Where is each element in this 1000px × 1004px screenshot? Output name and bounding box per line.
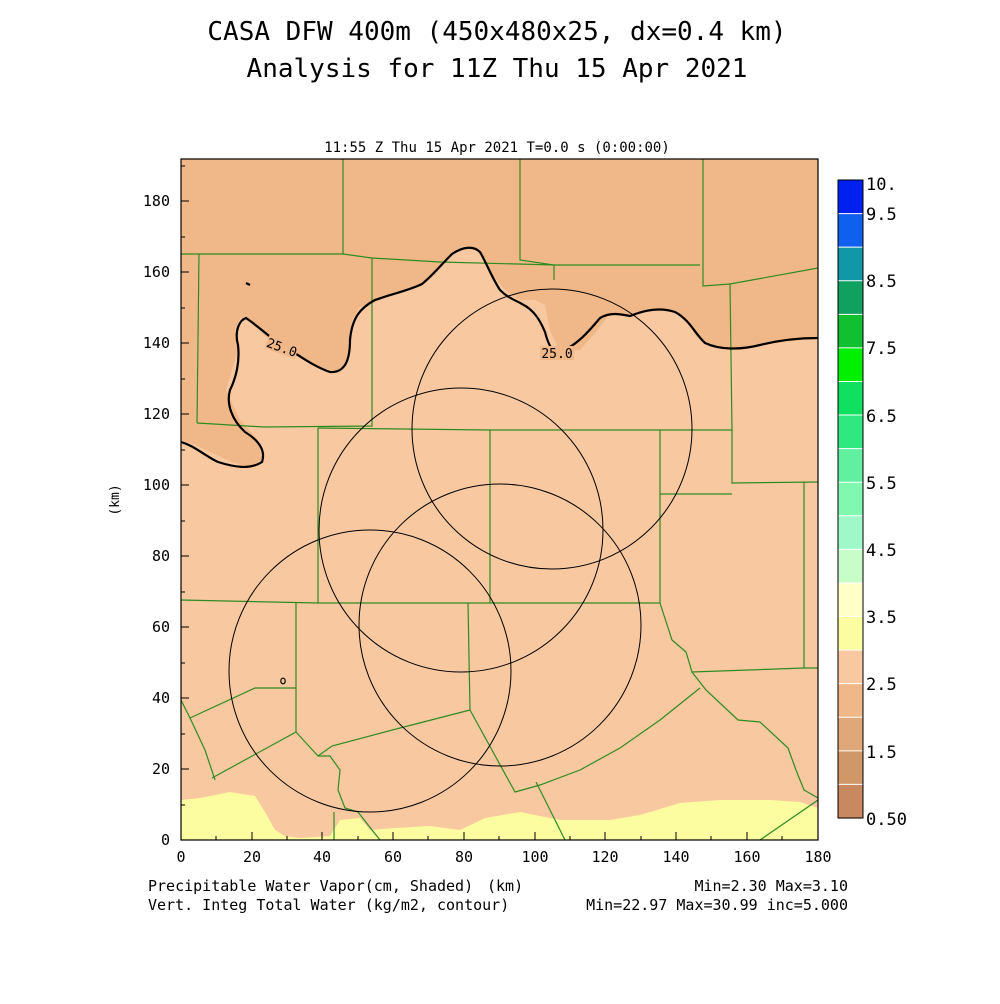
title-line-2: Analysis for 11Z Thu 15 Apr 2021	[247, 54, 748, 84]
radar-ring-4	[228, 529, 512, 813]
county-boundaries	[181, 159, 818, 840]
colorbar-swatch	[838, 750, 863, 786]
x-tick-label: 180	[804, 848, 831, 866]
y-tick-label: 160	[143, 263, 170, 281]
y-tick-label: 40	[152, 689, 170, 707]
map-area: 25.0 25.0	[181, 159, 818, 840]
y-tick-label: 20	[152, 760, 170, 778]
colorbar-swatches	[838, 180, 863, 819]
colorbar-swatch	[838, 582, 863, 618]
axis-ticks	[180, 165, 819, 841]
y-tick-label: 60	[152, 618, 170, 636]
colorbar-swatch	[838, 448, 863, 483]
contour-label-2: 25.0	[541, 347, 572, 362]
y-tick-label: 140	[143, 334, 170, 352]
twater-contours	[181, 246, 818, 685]
contour-25-north	[181, 246, 818, 468]
colorbar-swatch	[838, 616, 863, 651]
colorbar-label: 9.5	[866, 205, 897, 225]
y-tick-label: 80	[152, 547, 170, 565]
contour-field-label: Vert. Integ Total Water (kg/m2, contour)	[148, 896, 509, 914]
shaded-minmax: Min=2.30 Max=3.10	[694, 877, 848, 895]
colorbar-swatch	[838, 683, 863, 718]
colorbar-labels: 10. 9.5 8.5 7.5 6.5 5.5 4.5 3.5 2.5 1.5 …	[866, 175, 907, 830]
x-tick-label: 100	[521, 848, 548, 866]
colorbar-swatch	[838, 314, 863, 349]
x-tick-label: 120	[591, 848, 618, 866]
y-tick-label: 120	[143, 405, 170, 423]
x-tick-labels: 0 20 40 60 80 100 120 140 160 180	[176, 848, 831, 866]
colorbar-label: 10.	[866, 175, 897, 195]
x-axis-unit: (km)	[487, 877, 523, 895]
x-tick-label: 140	[662, 848, 689, 866]
y-tick-label: 100	[143, 476, 170, 494]
footer: Precipitable Water Vapor(cm, Shaded) (km…	[148, 877, 848, 914]
colorbar-swatch	[838, 180, 863, 215]
colorbar-swatch	[838, 280, 863, 315]
y-tick-labels: 0 20 40 60 80 100 120 140 160 180	[143, 192, 170, 849]
x-tick-label: 40	[313, 848, 331, 866]
radar-range-rings	[228, 288, 693, 813]
x-tick-label: 0	[176, 848, 185, 866]
pwv-field-upper-region	[181, 159, 818, 467]
radar-ring-1	[411, 288, 693, 570]
colorbar-swatch	[838, 515, 863, 550]
colorbar-label: 3.5	[866, 608, 897, 628]
y-tick-label: 180	[143, 192, 170, 210]
shaded-field-label: Precipitable Water Vapor(cm, Shaded)	[148, 877, 473, 895]
colorbar-label: 8.5	[866, 272, 897, 292]
x-tick-label: 60	[384, 848, 402, 866]
time-label: 11:55 Z Thu 15 Apr 2021 T=0.0 s (0:00:00…	[324, 140, 670, 156]
title-line-1: CASA DFW 400m (450x480x25, dx=0.4 km)	[207, 17, 786, 47]
pwv-field-lower-region	[181, 792, 818, 840]
colorbar-label: 0.50	[866, 810, 907, 830]
radar-ring-2	[318, 387, 604, 673]
colorbar-swatch	[838, 482, 863, 517]
colorbar-swatch	[838, 213, 863, 248]
colorbar-swatch	[838, 650, 863, 685]
colorbar-label: 5.5	[866, 474, 897, 494]
colorbar-label: 6.5	[866, 407, 897, 427]
colorbar-frame	[837, 179, 864, 819]
colorbar-swatch	[838, 247, 863, 282]
colorbar-swatch	[838, 784, 863, 819]
contour-25-small	[245, 282, 251, 286]
colorbar-swatch	[838, 717, 863, 752]
x-tick-label: 80	[455, 848, 473, 866]
colorbar-label: 4.5	[866, 541, 897, 561]
colorbar: 10. 9.5 8.5 7.5 6.5 5.5 4.5 3.5 2.5 1.5 …	[837, 175, 907, 830]
y-axis-label: (km)	[108, 484, 123, 515]
y-tick-label: 0	[161, 831, 170, 849]
radar-ring-3	[358, 483, 642, 767]
contour-small-loop	[280, 677, 286, 685]
contour-minmax: Min=22.97 Max=30.99 inc=5.000	[586, 896, 848, 914]
colorbar-label: 2.5	[866, 675, 897, 695]
x-tick-label: 20	[243, 848, 261, 866]
colorbar-label: 1.5	[866, 743, 897, 763]
colorbar-label: 7.5	[866, 339, 897, 359]
colorbar-swatch	[838, 415, 863, 450]
colorbar-swatch	[838, 347, 863, 383]
colorbar-swatch	[838, 381, 863, 416]
x-tick-label: 160	[733, 848, 760, 866]
colorbar-swatch	[838, 549, 863, 584]
